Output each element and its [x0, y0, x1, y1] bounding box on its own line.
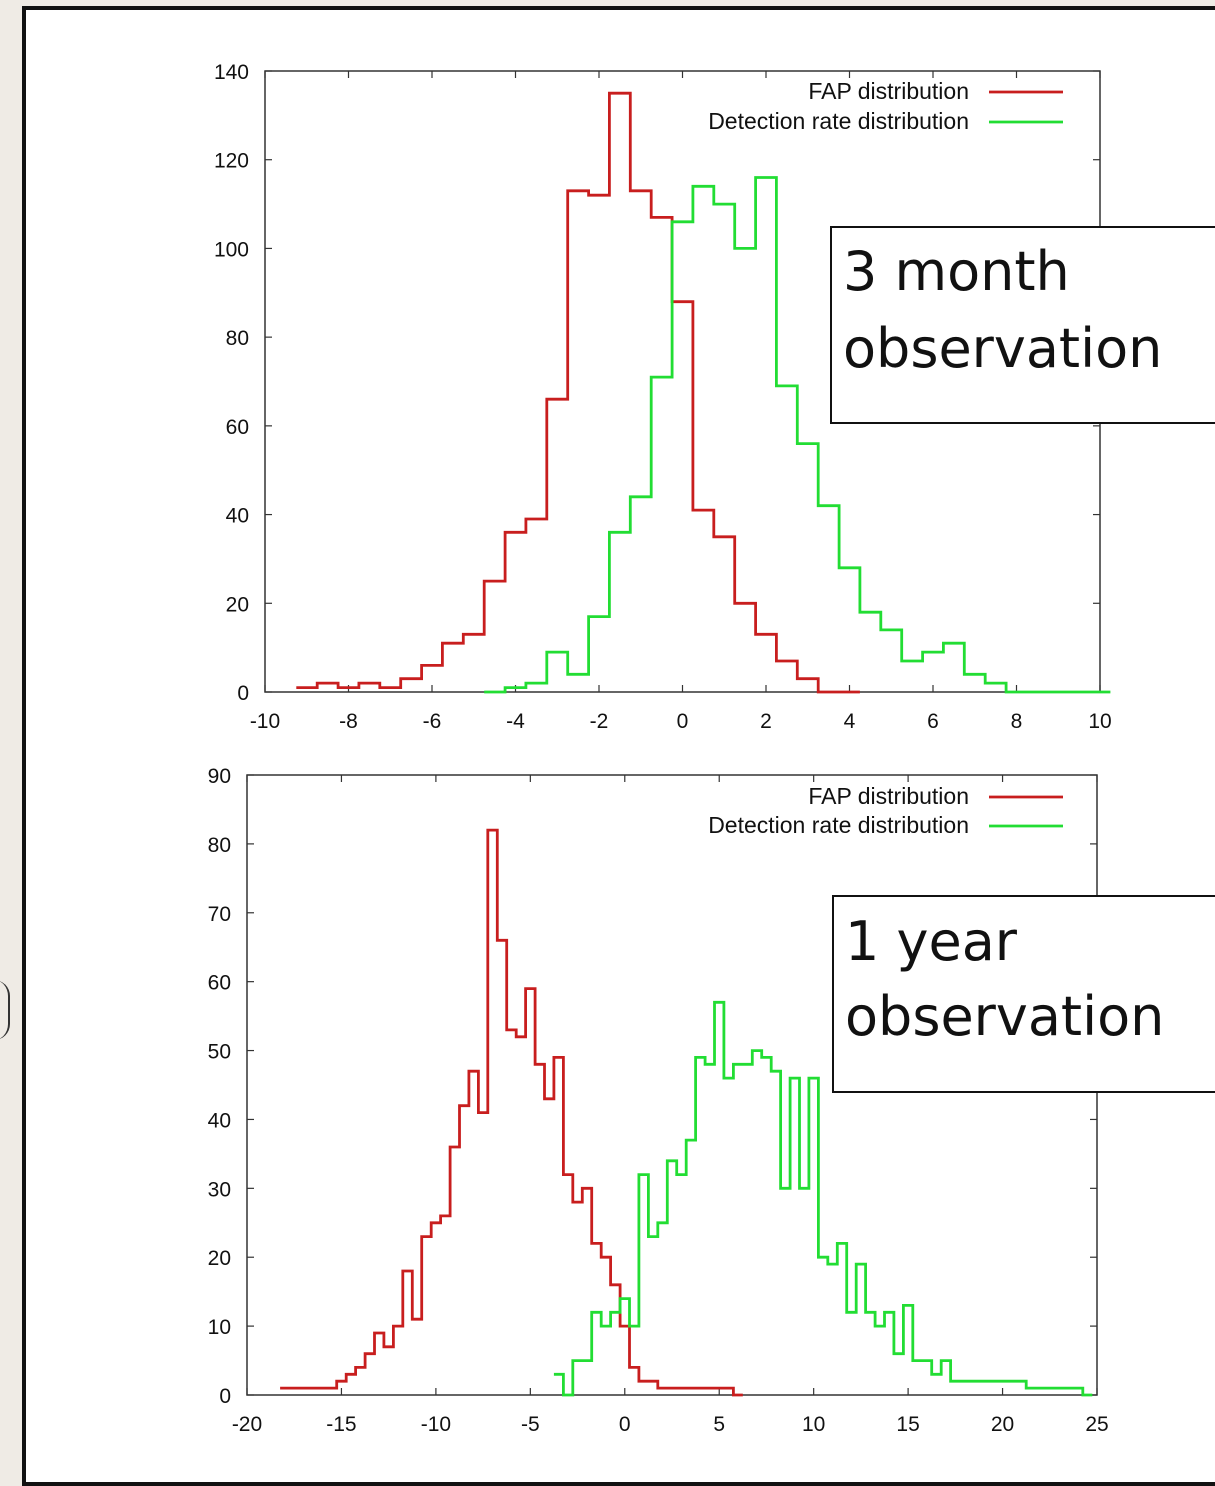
annotation-box-2 [832, 895, 1215, 1093]
y-tick-label: 20 [226, 593, 249, 616]
x-tick-label: -8 [339, 710, 358, 733]
x-tick-label: 15 [896, 1413, 919, 1436]
y-tick-label: 30 [208, 1178, 231, 1201]
x-tick-label: 2 [760, 710, 772, 733]
charts-canvas: -10 -8 -6 -4 -2 0 2 4 6 8 10020406080100120140FAP … [208, 61, 1215, 1436]
legend-label: FAP distribution [808, 783, 969, 809]
y-tick-label: 140 [214, 61, 249, 84]
annotation-text: 3 month [843, 240, 1070, 303]
x-tick-label: 0 [619, 1413, 631, 1436]
y-tick-label: 10 [208, 1316, 231, 1339]
y-tick-label: 90 [208, 765, 231, 788]
x-tick-label: 20 [991, 1413, 1014, 1436]
annotation-text: observation [843, 317, 1162, 380]
legend-label: FAP distribution [808, 78, 969, 104]
y-tick-label: 20 [208, 1247, 231, 1270]
x-tick-label: 0 [677, 710, 689, 733]
x-tick-label: 8 [1011, 710, 1023, 733]
y-tick-label: 100 [214, 238, 249, 261]
annotation-box-1 [830, 226, 1215, 424]
y-tick-label: 80 [226, 327, 249, 350]
x-tick-label: -6 [423, 710, 442, 733]
series-line-detection-rate [484, 176, 1111, 694]
y-tick-label: 120 [214, 150, 249, 173]
x-tick-label: -10 [421, 1413, 451, 1436]
x-tick-label: -2 [590, 710, 609, 733]
y-tick-label: 70 [208, 903, 231, 926]
legend-label: Detection rate distribution [708, 812, 969, 838]
x-tick-label: 25 [1085, 1413, 1108, 1436]
y-tick-label: 40 [226, 505, 249, 528]
x-tick-label: 10 [1088, 710, 1111, 733]
x-tick-label: -15 [326, 1413, 356, 1436]
legend-label: Detection rate distribution [708, 108, 969, 134]
y-tick-label: 80 [208, 834, 231, 857]
x-tick-label: 6 [927, 710, 939, 733]
y-tick-label: 40 [208, 1109, 231, 1132]
y-tick-label: 50 [208, 1041, 231, 1064]
x-tick-label: 5 [713, 1413, 725, 1436]
y-tick-label: 60 [226, 416, 249, 439]
x-tick-label: -20 [232, 1413, 262, 1436]
series-line-fap [296, 91, 860, 694]
y-tick-label: 0 [237, 682, 249, 705]
slide-panel: -10 -8 -6 -4 -2 0 2 4 6 8 10 0 20 40 60 80 100 120 140 FAP … [22, 6, 1215, 1486]
x-tick-label: 4 [844, 710, 856, 733]
x-tick-label: -4 [506, 710, 525, 733]
y-tick-label: 60 [208, 972, 231, 995]
annotation-text: observation [845, 985, 1164, 1048]
x-tick-label: -10 [250, 710, 280, 733]
series-line-fap [280, 828, 743, 1397]
x-tick-label: -5 [521, 1413, 540, 1436]
y-tick-label: 0 [219, 1385, 231, 1408]
series-line-detection-rate [553, 1000, 1093, 1397]
partial-parenthesis-decoration [0, 980, 10, 1040]
x-tick-label: 10 [802, 1413, 825, 1436]
annotation-text: 1 year [845, 910, 1018, 973]
